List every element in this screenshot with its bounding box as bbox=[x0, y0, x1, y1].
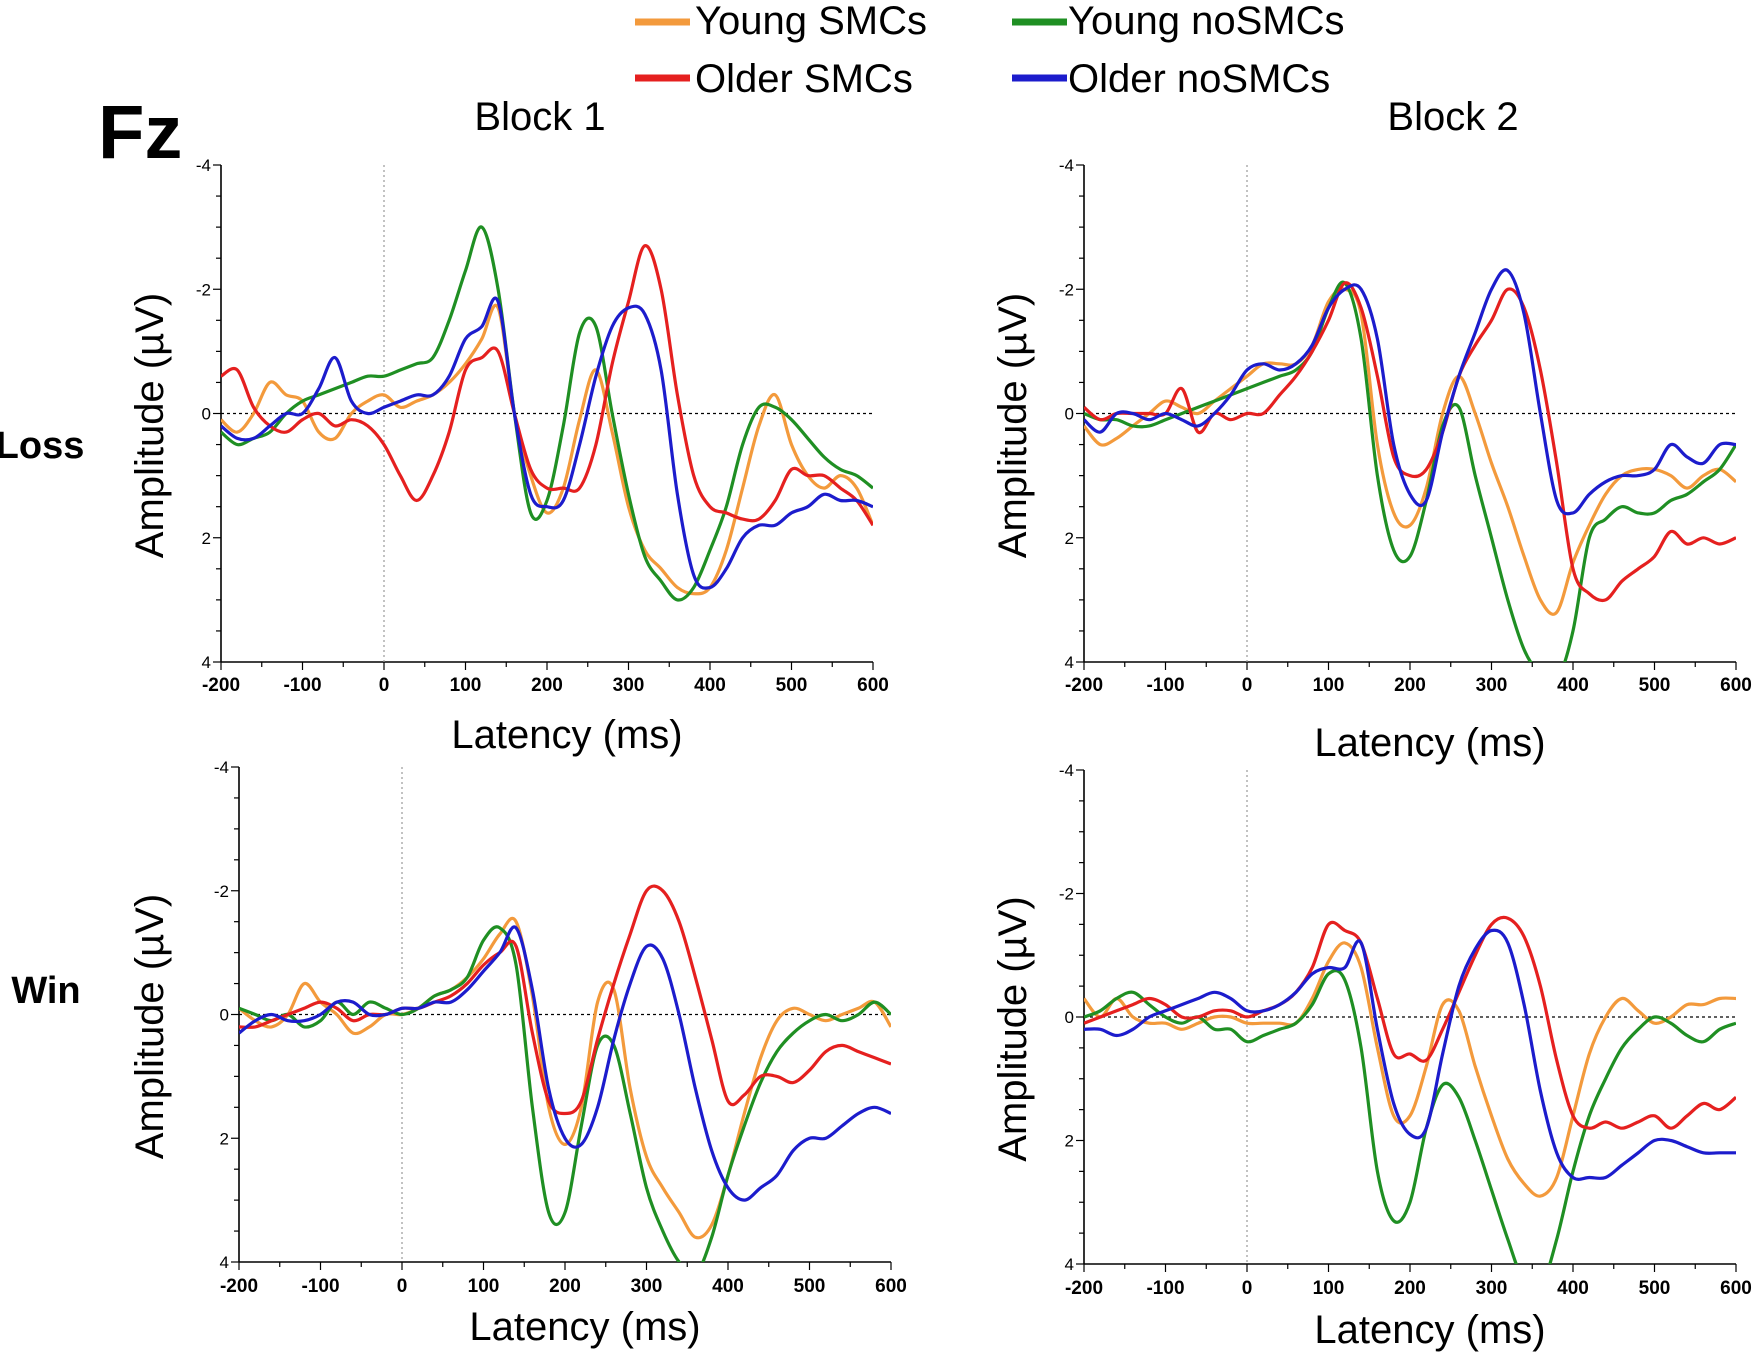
legend-label-young-nosmcs: Young noSMCs bbox=[1068, 0, 1344, 43]
series-group bbox=[221, 225, 873, 602]
series-line-young-nosmcs bbox=[239, 925, 891, 1262]
series-line-older-smcs bbox=[1084, 915, 1736, 1130]
x-axis-label: Latency (ms) bbox=[1314, 721, 1545, 765]
y-axis-label: Amplitude (µV) bbox=[991, 896, 1035, 1161]
electrode-label: Fz bbox=[98, 90, 182, 175]
y-tick-label: -4 bbox=[214, 758, 229, 777]
panel-win-block1: -4 -2 0 2 4 -200 -100 0 100 200 300 400 500 600 Latenc… bbox=[128, 758, 907, 1349]
series-line-young-nosmcs bbox=[1084, 969, 1736, 1264]
x-tick-label: 400 bbox=[712, 1276, 744, 1297]
series-line-older-smcs bbox=[1084, 281, 1736, 603]
y-axis-label: Amplitude (µV) bbox=[991, 293, 1035, 558]
series-line-older-nosmcs bbox=[1084, 268, 1736, 516]
y-tick-label: 4 bbox=[1065, 1255, 1074, 1274]
y-tick-label: 2 bbox=[1065, 1132, 1074, 1151]
x-tick-label: 400 bbox=[1557, 1278, 1589, 1299]
x-tick-label: -200 bbox=[1065, 1278, 1103, 1299]
y-tick-label: -4 bbox=[1059, 761, 1074, 780]
x-tick-label: 200 bbox=[531, 675, 563, 696]
series-line-older-smcs bbox=[221, 244, 873, 527]
x-tick-label: 300 bbox=[1476, 1278, 1508, 1299]
y-tick-label: 2 bbox=[1065, 529, 1074, 548]
x-tick-label: 200 bbox=[1394, 675, 1426, 696]
x-tick-label: -200 bbox=[220, 1276, 258, 1297]
series-line-young-nosmcs bbox=[221, 225, 873, 602]
series-group bbox=[1084, 268, 1736, 662]
y-tick-label: 0 bbox=[202, 405, 211, 424]
y-axis-label: Amplitude (µV) bbox=[128, 894, 172, 1159]
y-tick-label: -2 bbox=[1059, 885, 1074, 904]
x-tick-label: -100 bbox=[301, 1276, 339, 1297]
x-tick-label: 600 bbox=[875, 1276, 907, 1297]
panel-loss-block1: -4 -2 0 2 4 -200 -100 0 100 200 300 400 500 600 Latenc… bbox=[128, 156, 889, 757]
x-tick-label: 500 bbox=[794, 1276, 826, 1297]
y-tick-label: 2 bbox=[202, 529, 211, 548]
y-tick-label: -4 bbox=[1059, 156, 1074, 175]
x-tick-label: 600 bbox=[857, 675, 889, 696]
panel-loss-block2: -4 -2 0 2 4 -200 -100 0 100 200 300 400 500 600 Latenc… bbox=[991, 156, 1752, 765]
legend-label-older-smcs: Older SMCs bbox=[695, 57, 913, 101]
x-tick-label: 200 bbox=[549, 1276, 581, 1297]
series-line-young-smcs bbox=[1084, 287, 1736, 616]
series-line-young-smcs bbox=[239, 916, 891, 1240]
x-tick-label: 0 bbox=[1242, 1278, 1253, 1299]
x-tick-label: 0 bbox=[1242, 675, 1253, 696]
panel-win-block2: -4 -2 0 2 4 -200 -100 0 100 200 300 400 500 600 Latenc… bbox=[991, 761, 1752, 1352]
x-axis-label: Latency (ms) bbox=[469, 1305, 700, 1349]
row-label-win: Win bbox=[11, 970, 80, 1012]
y-tick-label: 0 bbox=[220, 1006, 229, 1025]
legend-label-young-smcs: Young SMCs bbox=[695, 0, 927, 43]
x-tick-label: 0 bbox=[397, 1276, 408, 1297]
series-line-older-nosmcs bbox=[239, 925, 891, 1202]
series-line-young-smcs bbox=[221, 303, 873, 596]
x-tick-label: 600 bbox=[1720, 1278, 1752, 1299]
x-tick-label: 400 bbox=[694, 675, 726, 696]
block-title-2: Block 2 bbox=[1387, 95, 1518, 139]
x-tick-label: -200 bbox=[1065, 675, 1103, 696]
block-title-1: Block 1 bbox=[474, 95, 605, 139]
series-line-young-smcs bbox=[1084, 941, 1736, 1198]
y-tick-label: 4 bbox=[202, 653, 211, 672]
x-tick-label: -200 bbox=[202, 675, 240, 696]
legend: Young SMCs Young noSMCs Older SMCs Older… bbox=[635, 0, 1344, 101]
row-label-loss: Loss bbox=[0, 425, 84, 467]
y-tick-label: -4 bbox=[196, 156, 211, 175]
x-tick-label: 500 bbox=[1639, 1278, 1671, 1299]
series-line-older-nosmcs bbox=[1084, 928, 1736, 1181]
y-tick-label: 0 bbox=[1065, 405, 1074, 424]
x-tick-label: 500 bbox=[1639, 675, 1671, 696]
x-tick-label: 100 bbox=[450, 675, 482, 696]
legend-label-older-nosmcs: Older noSMCs bbox=[1068, 57, 1330, 101]
y-tick-label: -2 bbox=[214, 882, 229, 901]
x-tick-label: 300 bbox=[1476, 675, 1508, 696]
series-group bbox=[239, 884, 891, 1262]
y-tick-label: 4 bbox=[220, 1253, 229, 1272]
x-tick-label: -100 bbox=[283, 675, 321, 696]
y-tick-label: -2 bbox=[1059, 280, 1074, 299]
series-line-young-nosmcs bbox=[1084, 280, 1736, 662]
x-axis-label: Latency (ms) bbox=[1314, 1308, 1545, 1352]
x-tick-label: -100 bbox=[1146, 675, 1184, 696]
y-tick-label: -2 bbox=[196, 280, 211, 299]
x-tick-label: 300 bbox=[613, 675, 645, 696]
series-group bbox=[1084, 915, 1736, 1264]
x-tick-label: -100 bbox=[1146, 1278, 1184, 1299]
x-tick-label: 600 bbox=[1720, 675, 1752, 696]
series-line-older-smcs bbox=[239, 884, 891, 1116]
x-tick-label: 200 bbox=[1394, 1278, 1426, 1299]
y-axis-label: Amplitude (µV) bbox=[128, 293, 172, 558]
x-tick-label: 400 bbox=[1557, 675, 1589, 696]
x-tick-label: 500 bbox=[776, 675, 808, 696]
x-axis-label: Latency (ms) bbox=[451, 713, 682, 757]
series-line-older-nosmcs bbox=[221, 296, 873, 590]
x-tick-label: 300 bbox=[631, 1276, 663, 1297]
x-tick-label: 100 bbox=[468, 1276, 500, 1297]
y-tick-label: 2 bbox=[220, 1129, 229, 1148]
y-tick-label: 4 bbox=[1065, 653, 1074, 672]
y-tick-label: 0 bbox=[1065, 1008, 1074, 1027]
x-tick-label: 100 bbox=[1313, 675, 1345, 696]
x-tick-label: 100 bbox=[1313, 1278, 1345, 1299]
x-tick-label: 0 bbox=[379, 675, 390, 696]
